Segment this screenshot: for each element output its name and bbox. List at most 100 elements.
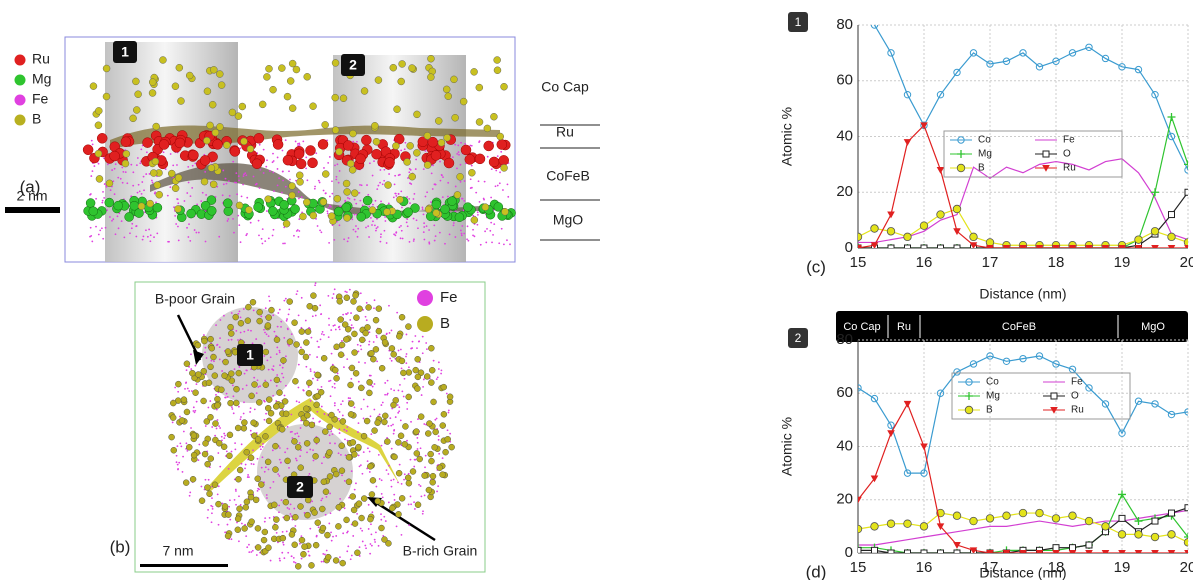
atom — [95, 198, 97, 200]
atom — [254, 408, 256, 410]
atom — [408, 504, 410, 506]
atom — [391, 360, 393, 362]
atom — [478, 141, 480, 143]
atom — [247, 145, 254, 152]
atom — [331, 180, 333, 182]
atom — [440, 373, 442, 375]
atom — [285, 298, 287, 300]
legend-label: Ru — [1063, 163, 1076, 174]
atom — [360, 348, 362, 350]
atom — [389, 358, 391, 360]
atom — [272, 314, 274, 316]
atom — [475, 154, 485, 164]
legend-label: Fe — [1063, 135, 1075, 146]
atom — [189, 370, 195, 376]
atom — [298, 314, 300, 316]
atom — [279, 459, 281, 461]
atom — [288, 467, 290, 469]
atom — [404, 473, 406, 475]
atom — [371, 545, 373, 547]
atom — [318, 139, 328, 149]
atom — [268, 295, 270, 297]
atom — [449, 444, 455, 450]
atom — [325, 192, 327, 194]
chart-badge-label: 1 — [795, 15, 802, 29]
atom — [393, 197, 395, 199]
atom — [257, 379, 259, 381]
atom — [330, 329, 332, 331]
atom — [489, 157, 499, 167]
atom — [203, 334, 205, 336]
atom — [461, 234, 463, 236]
atom — [424, 466, 426, 468]
atom — [416, 437, 418, 439]
atom — [102, 200, 104, 202]
atom — [103, 65, 110, 72]
atom — [172, 83, 179, 90]
atom — [274, 331, 276, 333]
atom — [393, 430, 395, 432]
atom — [351, 298, 357, 304]
atom — [422, 336, 424, 338]
atom — [389, 417, 391, 419]
atom — [305, 329, 311, 335]
atom — [270, 86, 277, 93]
data-point — [937, 167, 945, 174]
atom — [253, 377, 255, 379]
atom — [176, 455, 178, 457]
atom — [308, 551, 310, 553]
atom — [187, 166, 189, 168]
atom — [414, 450, 420, 456]
atom — [228, 371, 234, 377]
atom — [241, 195, 243, 197]
atom — [98, 163, 100, 165]
atom — [378, 454, 380, 456]
atom — [330, 430, 332, 432]
atom — [240, 138, 247, 145]
atom — [312, 315, 314, 317]
atom — [400, 349, 402, 351]
atom — [331, 353, 333, 355]
atom — [400, 225, 402, 227]
atom — [494, 67, 501, 74]
atom — [250, 222, 252, 224]
atom — [218, 82, 225, 89]
atom — [357, 344, 359, 346]
atom — [390, 64, 397, 71]
atom — [339, 170, 341, 172]
atom — [299, 349, 305, 355]
atom — [137, 157, 139, 159]
atom — [235, 172, 237, 174]
atom — [138, 184, 140, 186]
atom — [381, 445, 383, 447]
atom — [290, 503, 292, 505]
atom — [177, 464, 179, 466]
atom — [428, 451, 434, 457]
atom — [305, 366, 307, 368]
atom — [260, 448, 262, 450]
atom — [371, 533, 373, 535]
atom — [177, 391, 179, 393]
atom — [367, 379, 373, 385]
atom — [370, 543, 372, 545]
atom — [387, 473, 389, 475]
atom — [389, 505, 395, 511]
atom — [424, 132, 431, 139]
atom — [444, 243, 446, 245]
scale-label: 2 nm — [16, 188, 47, 204]
atom — [298, 435, 300, 437]
atom — [296, 460, 298, 462]
atom — [415, 159, 417, 161]
atom — [360, 345, 362, 347]
atom — [222, 170, 224, 172]
atom — [399, 174, 401, 176]
atom — [414, 193, 416, 195]
y-tick-label: 20 — [836, 183, 853, 200]
atom — [198, 232, 200, 234]
atom — [438, 368, 440, 370]
atom — [384, 382, 386, 384]
atom — [425, 342, 427, 344]
atom — [231, 312, 233, 314]
atom — [130, 164, 132, 166]
atom — [289, 179, 291, 181]
